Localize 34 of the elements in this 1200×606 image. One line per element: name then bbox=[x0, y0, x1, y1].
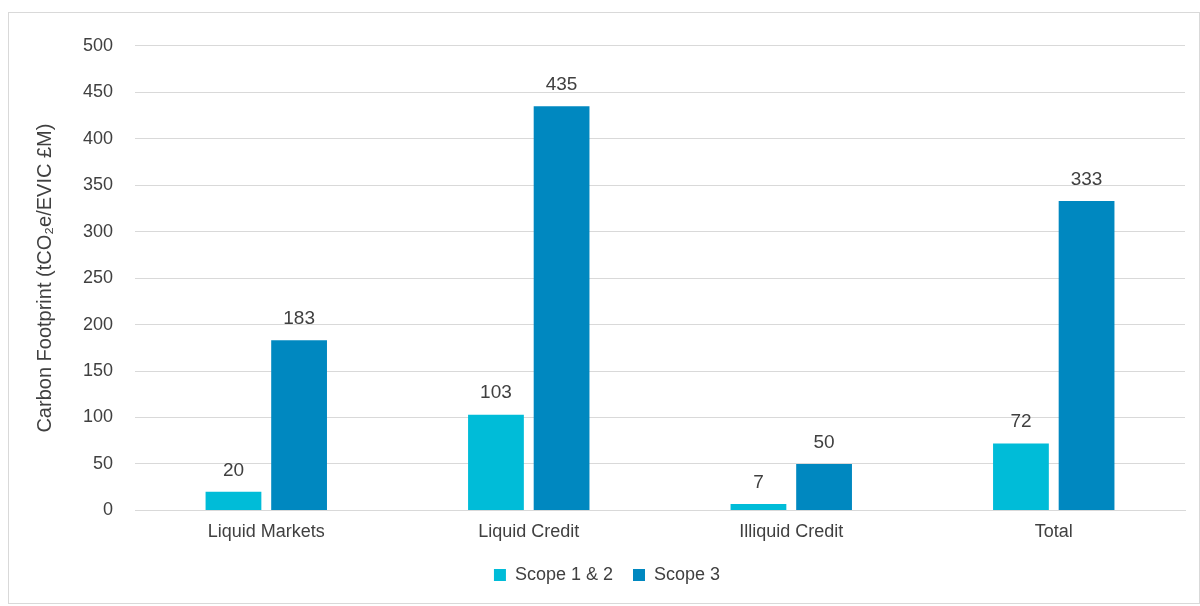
y-tick-label: 300 bbox=[82, 220, 114, 241]
y-axis-title: Carbon Footprint (tCO₂e/EVIC £M) bbox=[32, 123, 55, 433]
y-tick-label: 50 bbox=[93, 452, 114, 473]
data-label: 20 bbox=[222, 458, 245, 480]
data-label: 72 bbox=[1010, 410, 1032, 432]
y-tick-label: 0 bbox=[103, 499, 114, 520]
legend-label: Scope 3 bbox=[654, 563, 721, 584]
data-label: 7 bbox=[753, 470, 764, 492]
y-tick-label: 100 bbox=[82, 406, 114, 427]
x-tick-label: Liquid Markets bbox=[207, 521, 325, 542]
data-label: 435 bbox=[545, 72, 578, 94]
bar bbox=[205, 491, 262, 510]
data-label: 50 bbox=[813, 430, 835, 452]
x-tick-label: Liquid Credit bbox=[478, 521, 580, 542]
data-label: 183 bbox=[283, 307, 315, 329]
x-tick-label: Illiquid Credit bbox=[739, 521, 844, 542]
y-tick-label: 500 bbox=[82, 34, 114, 55]
bar bbox=[993, 443, 1049, 510]
y-tick-label: 200 bbox=[82, 313, 114, 334]
bar bbox=[271, 340, 327, 510]
bar bbox=[730, 503, 787, 510]
bar bbox=[468, 414, 524, 510]
y-tick-label: 450 bbox=[82, 81, 114, 102]
data-label: 103 bbox=[480, 381, 512, 403]
legend-label: Scope 1 & 2 bbox=[514, 563, 614, 584]
data-label: 333 bbox=[1070, 167, 1103, 189]
bar bbox=[533, 106, 590, 510]
bar bbox=[1058, 200, 1115, 510]
bar bbox=[796, 463, 852, 510]
y-tick-label: 350 bbox=[82, 174, 114, 195]
y-tick-label: 150 bbox=[82, 359, 114, 380]
y-tick-label: 250 bbox=[82, 267, 114, 288]
y-tick-label: 400 bbox=[82, 127, 114, 148]
x-tick-label: Total bbox=[1034, 521, 1073, 542]
